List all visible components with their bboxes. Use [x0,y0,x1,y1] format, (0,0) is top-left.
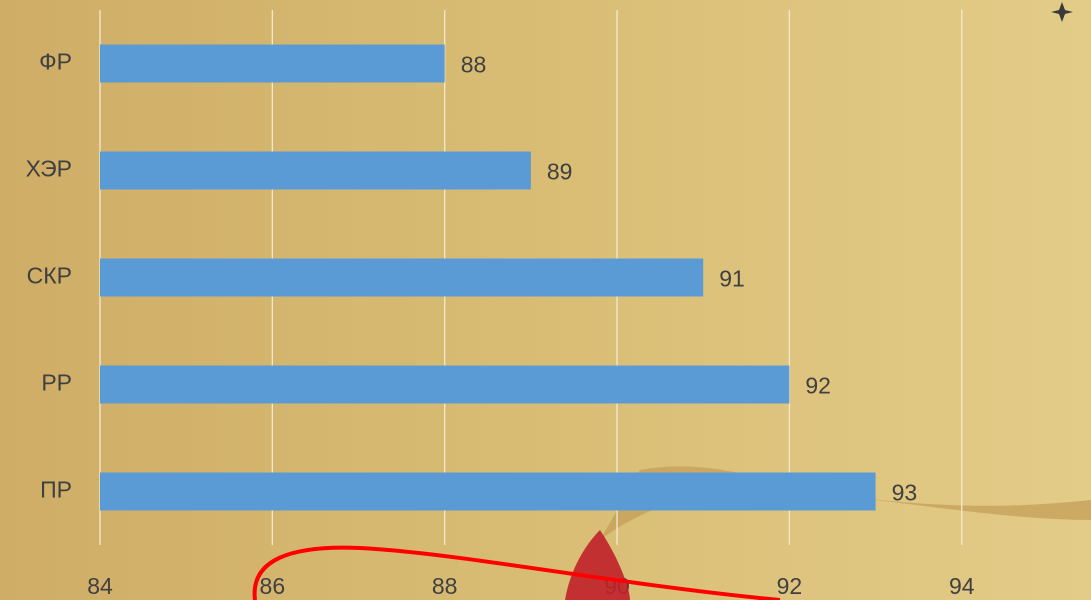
y-tick-label: ПР [40,477,72,503]
y-tick-label: ХЭР [26,156,72,182]
y-tick-label: ФР [39,49,72,75]
x-tick-label: 88 [432,573,458,599]
y-tick-label: РР [41,370,72,396]
decor-red-line [252,545,781,600]
bar [100,44,445,83]
data-label: 89 [547,159,573,185]
x-tick-label: 92 [777,573,803,599]
bar [100,472,876,511]
x-tick-label: 84 [87,573,113,599]
decor-red-shape [565,530,630,600]
decor-star [1051,2,1073,22]
data-label: 93 [892,480,918,506]
y-tick-label: СКР [27,263,72,289]
bar [100,258,704,297]
data-label: 88 [461,52,487,78]
bar [100,151,531,190]
data-label: 91 [719,266,745,292]
x-tick-label: 94 [949,573,975,599]
data-label: 92 [805,373,831,399]
x-tick-label: 86 [260,573,286,599]
bar [100,365,790,404]
